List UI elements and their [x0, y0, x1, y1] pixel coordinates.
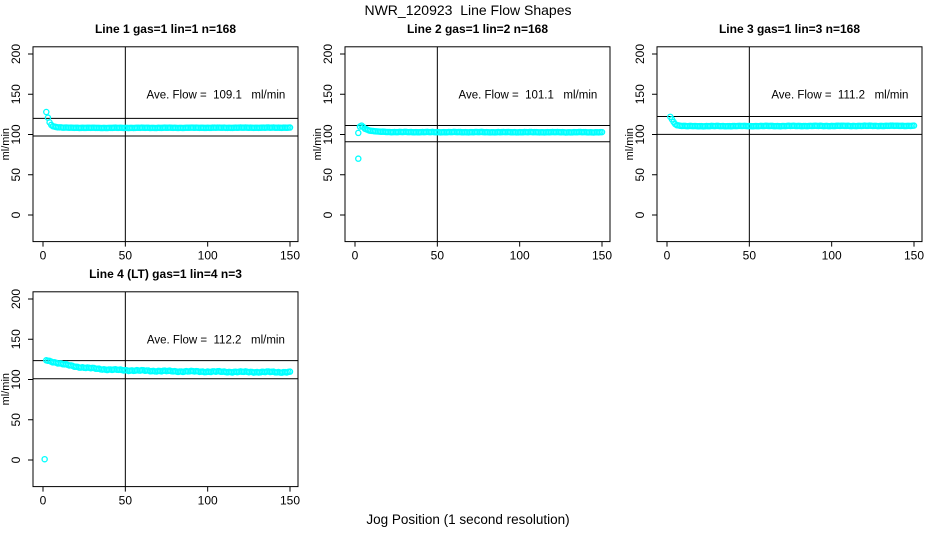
x-tick-label: 100 [510, 249, 530, 263]
y-tick-label: 50 [9, 168, 23, 182]
y-tick-label: 200 [9, 289, 23, 309]
outlier-point [355, 155, 362, 162]
x-axis-label: Jog Position (1 second resolution) [366, 512, 570, 527]
y-tick-label: 50 [9, 413, 23, 427]
ave-flow-annotation: Ave. Flow = 112.2 ml/min [147, 334, 285, 346]
x-tick-label: 50 [119, 494, 133, 508]
y-tick-label: 50 [321, 168, 335, 182]
y-tick-label: 0 [9, 456, 23, 463]
y-tick-label: 0 [321, 211, 335, 218]
y-tick-label: 150 [9, 329, 23, 349]
data-series [667, 113, 918, 130]
ave-flow-annotation: Ave. Flow = 109.1 ml/min [146, 89, 285, 101]
x-tick-label: 50 [119, 249, 133, 263]
x-tick-label: 150 [280, 494, 300, 508]
y-tick-label: 150 [321, 84, 335, 104]
panel-title: Line 1 gas=1 lin=1 n=168 [95, 22, 236, 36]
panel-line-1: Line 1 gas=1 lin=1 n=168 0 50 100 150 0 50 100 1… [0, 22, 300, 263]
x-tick-label: 100 [822, 249, 842, 263]
y-axis-title: ml/min [0, 128, 12, 160]
panel-title: Line 2 gas=1 lin=2 n=168 [407, 22, 548, 36]
x-tick-label: 150 [280, 249, 300, 263]
x-tick-label: 0 [40, 249, 47, 263]
panel-line-2: Line 2 gas=1 lin=2 n=168 0 50 100 150 0 50 100 1… [312, 22, 612, 263]
y-axis-title: ml/min [0, 373, 12, 405]
y-tick-label: 200 [9, 44, 23, 64]
data-point [598, 128, 606, 136]
data-point [286, 124, 294, 131]
data-point [910, 122, 918, 129]
data-series [43, 108, 294, 132]
ave-flow-annotation: Ave. Flow = 101.1 ml/min [458, 89, 597, 101]
plot-box [32, 46, 299, 243]
data-point [286, 368, 294, 375]
data-point [355, 129, 362, 137]
y-tick-label: 0 [9, 211, 23, 218]
y-tick-label: 0 [633, 211, 647, 218]
plot-box [344, 46, 611, 243]
y-tick-label: 50 [633, 168, 647, 182]
plot-box [32, 291, 299, 488]
plot-box [656, 46, 923, 243]
data-series [41, 357, 294, 463]
x-tick-label: 50 [743, 249, 757, 263]
figure-title: NWR_120923 Line Flow Shapes [364, 2, 572, 18]
panel-title: Line 4 (LT) gas=1 lin=4 n=3 [89, 267, 242, 281]
data-series [355, 122, 606, 162]
x-tick-label: 0 [352, 249, 359, 263]
x-tick-label: 0 [664, 249, 671, 263]
y-tick-label: 100 [633, 124, 647, 144]
y-tick-label: 150 [9, 84, 23, 104]
x-tick-label: 100 [198, 249, 218, 263]
x-tick-label: 0 [40, 494, 47, 508]
x-tick-label: 100 [198, 494, 218, 508]
y-tick-label: 100 [321, 124, 335, 144]
y-tick-label: 100 [9, 124, 23, 144]
panel-line-3: Line 3 gas=1 lin=3 n=168 0 50 100 150 0 50 100 1… [624, 22, 924, 263]
panel-line-4: Line 4 (LT) gas=1 lin=4 n=3 0 50 100 150 0 50 1… [0, 267, 300, 508]
x-tick-label: 50 [431, 249, 445, 263]
y-tick-label: 100 [9, 369, 23, 389]
y-tick-label: 200 [321, 44, 335, 64]
x-tick-label: 150 [592, 249, 612, 263]
x-tick-label: 150 [904, 249, 924, 263]
outlier-point [41, 455, 48, 463]
panel-title: Line 3 gas=1 lin=3 n=168 [719, 22, 860, 36]
y-axis-title: ml/min [312, 128, 324, 160]
data-point [43, 108, 50, 116]
y-tick-label: 150 [633, 84, 647, 104]
y-tick-label: 200 [633, 44, 647, 64]
ave-flow-annotation: Ave. Flow = 111.2 ml/min [771, 89, 908, 101]
y-axis-title: ml/min [624, 128, 636, 160]
